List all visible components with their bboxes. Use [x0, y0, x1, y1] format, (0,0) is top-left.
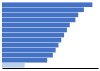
bars — [2, 2, 92, 67]
bar — [2, 38, 61, 43]
bar — [2, 53, 53, 58]
plot-area — [2, 2, 99, 68]
bar — [2, 33, 64, 38]
bar — [2, 18, 75, 23]
bar — [2, 12, 78, 17]
bar — [2, 23, 70, 28]
bar — [2, 2, 92, 7]
x-axis-line — [3, 68, 99, 69]
bar — [2, 43, 58, 48]
x-axis — [3, 68, 99, 69]
bar — [2, 63, 25, 68]
bar — [2, 28, 67, 33]
bar — [2, 58, 47, 63]
bar — [2, 48, 56, 53]
bar — [2, 7, 84, 12]
chart — [0, 0, 100, 71]
